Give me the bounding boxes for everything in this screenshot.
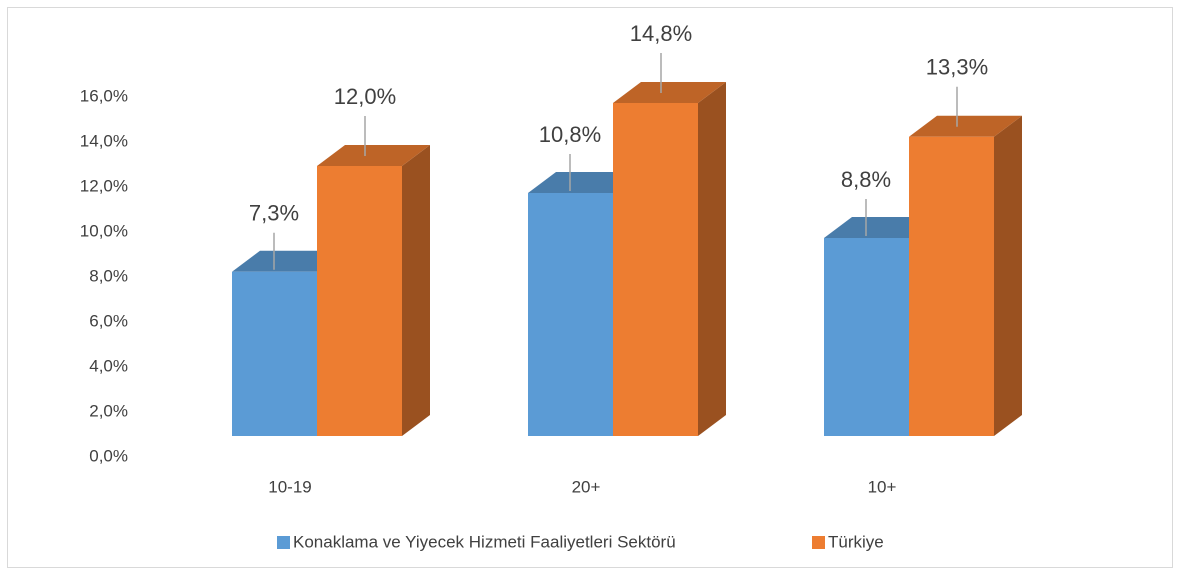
bar-front — [613, 103, 698, 436]
data-label: 13,3% — [926, 55, 988, 80]
y-tick-label: 10,0% — [80, 221, 128, 240]
bar-front — [528, 193, 613, 436]
bar-side — [698, 82, 726, 436]
y-tick-label: 0,0% — [89, 446, 128, 465]
bar-top — [613, 82, 726, 103]
legend-label: Türkiye — [828, 532, 884, 551]
bar-front — [232, 271, 317, 436]
bar-top — [824, 217, 937, 238]
bar-top — [909, 115, 1022, 137]
x-tick-label: 10-19 — [268, 477, 311, 496]
y-tick-label: 12,0% — [80, 176, 128, 195]
bar — [909, 115, 1022, 436]
bar-side — [402, 145, 430, 436]
data-label: 7,3% — [249, 201, 299, 226]
bar-front — [317, 166, 402, 436]
bar-side — [994, 115, 1022, 436]
y-tick-label: 16,0% — [80, 86, 128, 105]
bar — [317, 145, 430, 436]
y-tick-label: 14,0% — [80, 131, 128, 150]
data-label: 14,8% — [630, 21, 692, 46]
x-tick-label: 10+ — [868, 477, 897, 496]
bar — [613, 82, 726, 436]
y-tick-label: 4,0% — [89, 356, 128, 375]
bar-top — [317, 145, 430, 166]
bar-front — [909, 136, 994, 436]
x-tick-label: 20+ — [572, 477, 601, 496]
y-tick-label: 8,0% — [89, 266, 128, 285]
legend-label: Konaklama ve Yiyecek Hizmeti Faaliyetler… — [293, 532, 676, 551]
data-label: 12,0% — [334, 84, 396, 109]
legend-swatch — [277, 536, 290, 549]
data-label: 8,8% — [841, 167, 891, 192]
y-tick-label: 2,0% — [89, 401, 128, 420]
bar-top — [528, 172, 641, 193]
bar-top — [232, 250, 345, 272]
y-tick-label: 6,0% — [89, 311, 128, 330]
bar-front — [824, 238, 909, 436]
data-label: 10,8% — [539, 122, 601, 147]
legend-swatch — [812, 536, 825, 549]
